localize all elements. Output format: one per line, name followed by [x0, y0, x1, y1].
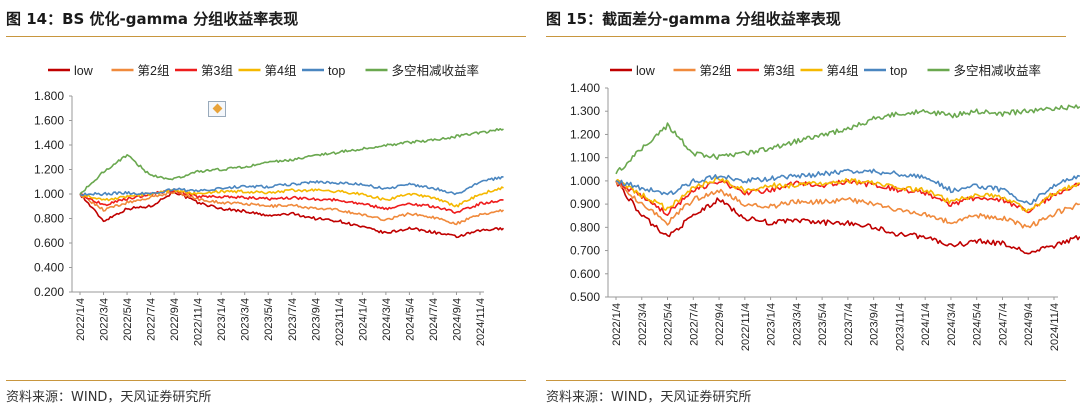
legend-label: top: [890, 64, 907, 78]
x-tick-label: 2022/5/4: [122, 298, 134, 341]
series-line-5: [79, 128, 504, 195]
series-line-1: [79, 190, 505, 226]
x-tick-label: 2022/11/4: [740, 303, 752, 351]
legend-label: 多空相减收益率: [392, 63, 480, 78]
x-tick-label: 2022/7/4: [146, 298, 158, 341]
series-line-4: [79, 176, 504, 197]
legend-label: top: [328, 64, 345, 78]
source-note: 资料来源：WIND，天风证券研究所: [546, 390, 752, 405]
x-tick-label: 2023/5/4: [263, 298, 275, 341]
line-chart-15: 0.500 0.600 0.700 0.800 0.900 1.000 1.100 1.200…: [570, 63, 1080, 351]
y-tick-label: 1.200: [34, 163, 64, 177]
y-tick-label: 1.300: [570, 104, 600, 118]
x-tick-label: 2023/3/4: [240, 298, 252, 341]
x-tick-label: 2023/7/4: [287, 298, 299, 341]
x-tick-label: 2024/3/4: [946, 303, 958, 346]
x-tick-label: 2022/9/4: [169, 298, 181, 341]
x-tick-label: 2023/9/4: [310, 298, 322, 341]
chart-title: 图 15：截面差分-gamma 分组收益率表现: [546, 10, 841, 28]
y-tick-label: 0.400: [34, 261, 64, 275]
y-tick-label: 0.700: [570, 244, 600, 258]
legend-label: 第2组: [700, 64, 732, 78]
line-chart-14: 0.200 0.400 0.600 0.800 1.000 1.200 1.400 1.600…: [34, 63, 505, 346]
x-tick-label: 2022/7/4: [688, 303, 700, 346]
edit-annotation-icon[interactable]: [208, 101, 226, 117]
x-tick-label: 2023/7/4: [843, 303, 855, 346]
x-tick-label: 2022/3/4: [99, 298, 111, 341]
x-tick-label: 2023/1/4: [766, 303, 778, 346]
legend-label: 第3组: [763, 64, 795, 78]
x-tick-label: 2024/9/4: [451, 298, 463, 341]
series-line-0: [79, 190, 505, 239]
x-tick-label: 2022/1/4: [611, 303, 623, 346]
x-tick-label: 2024/1/4: [920, 303, 932, 346]
x-tick-label: 2023/9/4: [869, 303, 881, 346]
x-tick-label: 2023/1/4: [216, 298, 228, 341]
x-tick-label: 2024/7/4: [428, 298, 440, 341]
legend-label: 多空相减收益率: [954, 63, 1042, 78]
y-tick-label: 0.900: [570, 197, 600, 211]
y-tick-label: 0.800: [34, 212, 64, 226]
title-divider: [6, 36, 526, 37]
y-tick-label: 1.400: [34, 138, 64, 152]
y-tick-label: 0.600: [34, 236, 64, 250]
y-tick-label: 0.800: [570, 220, 600, 234]
x-tick-label: 2024/7/4: [997, 303, 1009, 346]
x-tick-label: 2022/9/4: [714, 303, 726, 346]
x-tick-label: 2023/3/4: [791, 303, 803, 346]
series-line-1: [615, 180, 1080, 229]
y-tick-label: 1.000: [34, 187, 64, 201]
series-line-5: [615, 104, 1080, 175]
series-line-2: [615, 178, 1080, 216]
series-line-4: [615, 168, 1080, 206]
y-tick-label: 1.200: [570, 127, 600, 141]
x-tick-label: 2024/5/4: [404, 298, 416, 341]
source-divider: [546, 380, 1066, 381]
x-tick-label: 2023/11/4: [334, 298, 346, 346]
chart-panel-15: 图 15：截面差分-gamma 分组收益率表现 0.500 0.600 0.700 0…: [540, 0, 1080, 420]
source-divider: [6, 380, 526, 381]
y-tick-label: 1.400: [570, 81, 600, 95]
x-tick-label: 2022/1/4: [75, 298, 87, 341]
x-tick-label: 2024/1/4: [357, 298, 369, 341]
y-tick-label: 0.200: [34, 285, 64, 299]
chart-title: 图 14：BS 优化-gamma 分组收益率表现: [6, 10, 299, 28]
legend-label: 第2组: [138, 64, 170, 78]
y-tick-label: 1.100: [570, 151, 600, 165]
x-tick-label: 2023/5/4: [817, 303, 829, 346]
x-tick-label: 2024/11/4: [1049, 303, 1061, 351]
legend-label: 第4组: [265, 64, 297, 78]
x-tick-label: 2022/11/4: [193, 298, 205, 346]
legend-label: low: [74, 64, 94, 78]
title-divider: [546, 36, 1066, 37]
source-note: 资料来源：WIND，天风证券研究所: [6, 390, 212, 405]
x-tick-label: 2024/9/4: [1023, 303, 1035, 346]
x-tick-label: 2022/3/4: [637, 303, 649, 346]
legend-label: low: [636, 64, 656, 78]
y-tick-label: 0.500: [570, 290, 600, 304]
series-line-3: [615, 176, 1080, 213]
legend-label: 第3组: [201, 64, 233, 78]
y-tick-label: 0.600: [570, 267, 600, 281]
legend-label: 第4组: [827, 64, 859, 78]
y-tick-label: 1.800: [34, 89, 64, 103]
x-tick-label: 2023/11/4: [894, 303, 906, 351]
x-tick-label: 2024/3/4: [381, 298, 393, 341]
x-tick-label: 2022/5/4: [663, 303, 675, 346]
y-tick-label: 1.600: [34, 114, 64, 128]
x-tick-label: 2024/11/4: [475, 298, 487, 346]
y-tick-label: 1.000: [570, 174, 600, 188]
chart-panel-14: 图 14：BS 优化-gamma 分组收益率表现 0.200 0.400 0.600…: [0, 0, 540, 420]
x-tick-label: 2024/5/4: [972, 303, 984, 346]
series-line-0: [615, 180, 1080, 255]
